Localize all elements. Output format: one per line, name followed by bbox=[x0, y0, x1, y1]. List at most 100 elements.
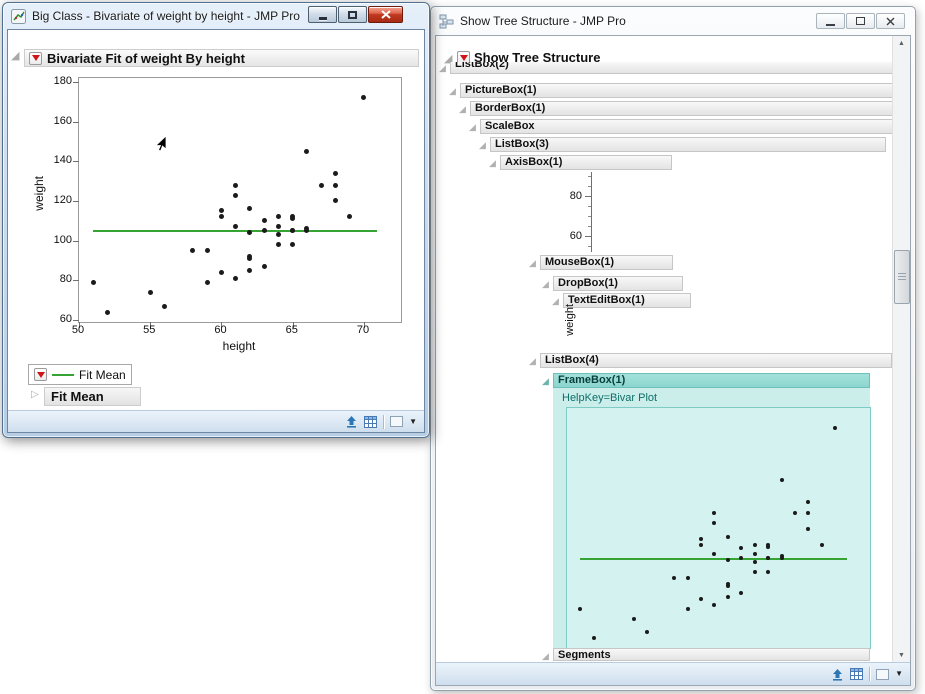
data-point[interactable] bbox=[712, 511, 717, 516]
data-point[interactable] bbox=[104, 309, 110, 315]
data-point[interactable] bbox=[261, 263, 267, 269]
data-point[interactable] bbox=[275, 232, 281, 238]
dropdown-icon[interactable]: ▼ bbox=[895, 669, 903, 678]
data-point[interactable] bbox=[261, 228, 267, 234]
vertical-scrollbar[interactable]: ▲ ▼ bbox=[892, 36, 910, 663]
minimize-button[interactable] bbox=[308, 6, 337, 23]
data-table-icon[interactable] bbox=[364, 415, 378, 428]
data-point[interactable] bbox=[685, 575, 690, 580]
disclosure-open-icon[interactable]: ◢ bbox=[489, 158, 496, 168]
data-point[interactable] bbox=[779, 478, 784, 483]
data-point[interactable] bbox=[190, 248, 196, 254]
data-point[interactable] bbox=[218, 214, 224, 220]
window-list-icon[interactable] bbox=[390, 416, 404, 427]
data-point[interactable] bbox=[712, 552, 717, 557]
data-point[interactable] bbox=[806, 499, 811, 504]
data-point[interactable] bbox=[752, 552, 757, 557]
scroll-up-icon[interactable]: ▲ bbox=[898, 40, 905, 47]
disclosure-open-icon[interactable]: ◢ bbox=[444, 53, 453, 65]
data-point[interactable] bbox=[699, 536, 704, 541]
data-point[interactable] bbox=[578, 606, 583, 611]
data-point[interactable] bbox=[725, 534, 730, 539]
data-point[interactable] bbox=[672, 575, 677, 580]
data-point[interactable] bbox=[290, 228, 296, 234]
disclosure-open-icon[interactable]: ◢ bbox=[479, 140, 486, 150]
recall-up-icon[interactable] bbox=[831, 668, 844, 681]
data-point[interactable] bbox=[218, 208, 224, 214]
data-point[interactable] bbox=[147, 289, 153, 295]
data-point[interactable] bbox=[699, 542, 704, 547]
data-point[interactable] bbox=[233, 224, 239, 230]
data-point[interactable] bbox=[332, 170, 338, 176]
data-point[interactable] bbox=[699, 597, 704, 602]
tree-node-axisbox-1[interactable]: AxisBox(1) bbox=[500, 155, 672, 170]
data-point[interactable] bbox=[752, 542, 757, 547]
maximize-button[interactable] bbox=[338, 6, 367, 23]
data-point[interactable] bbox=[739, 546, 744, 551]
disclosure-open-icon[interactable]: ◢ bbox=[449, 86, 456, 96]
data-point[interactable] bbox=[739, 591, 744, 596]
tree-node-picturebox-1[interactable]: PictureBox(1) bbox=[460, 83, 894, 98]
disclosure-open-icon[interactable]: ◢ bbox=[542, 279, 549, 289]
tree-node-listbox-3[interactable]: ListBox(3) bbox=[490, 137, 886, 152]
tree-node-segments[interactable]: Segments bbox=[553, 648, 870, 661]
legend-red-triangle-menu-icon[interactable] bbox=[34, 368, 47, 381]
minimize-button[interactable] bbox=[816, 13, 845, 29]
data-point[interactable] bbox=[752, 560, 757, 565]
scatter-plot[interactable] bbox=[73, 77, 402, 328]
data-point[interactable] bbox=[725, 581, 730, 586]
data-point[interactable] bbox=[247, 254, 253, 260]
data-point[interactable] bbox=[792, 511, 797, 516]
data-point[interactable] bbox=[739, 556, 744, 561]
data-point[interactable] bbox=[233, 182, 239, 188]
tree-node-listbox-4[interactable]: ListBox(4) bbox=[540, 353, 892, 368]
window-list-icon[interactable] bbox=[876, 668, 890, 680]
recall-up-icon[interactable] bbox=[345, 415, 358, 428]
disclosure-open-icon[interactable]: ◢ bbox=[459, 104, 466, 114]
data-point[interactable] bbox=[833, 425, 838, 430]
data-point[interactable] bbox=[90, 279, 96, 285]
data-point[interactable] bbox=[233, 192, 239, 198]
data-point[interactable] bbox=[685, 606, 690, 611]
data-point[interactable] bbox=[819, 542, 824, 547]
framebox-scatter-plot[interactable] bbox=[566, 407, 871, 649]
data-point[interactable] bbox=[161, 303, 167, 309]
data-point[interactable] bbox=[304, 148, 310, 154]
titlebar-bivariate[interactable]: Big Class - Bivariate of weight by heigh… bbox=[3, 3, 429, 29]
data-point[interactable] bbox=[712, 603, 717, 608]
data-point[interactable] bbox=[204, 248, 210, 254]
disclosure-closed-icon[interactable]: ▷ bbox=[31, 389, 39, 400]
fit-mean-line[interactable] bbox=[93, 230, 377, 233]
disclosure-open-icon[interactable]: ◢ bbox=[529, 258, 536, 268]
data-point[interactable] bbox=[725, 595, 730, 600]
fit-mean-line[interactable] bbox=[580, 557, 848, 560]
data-point[interactable] bbox=[290, 214, 296, 220]
disclosure-open-icon[interactable]: ◢ bbox=[469, 122, 476, 132]
scrollbar-thumb[interactable] bbox=[894, 250, 910, 304]
data-point[interactable] bbox=[347, 214, 353, 220]
data-point[interactable] bbox=[261, 218, 267, 224]
red-triangle-menu-icon[interactable] bbox=[29, 51, 42, 65]
tree-node-scalebox[interactable]: ScaleBox bbox=[480, 119, 894, 134]
disclosure-open-icon[interactable]: ◢ bbox=[542, 376, 549, 386]
tree-node-listbox-2[interactable]: ListBox(2) bbox=[450, 62, 895, 74]
data-point[interactable] bbox=[766, 569, 771, 574]
data-point[interactable] bbox=[247, 230, 253, 236]
data-point[interactable] bbox=[332, 182, 338, 188]
outline-header-fit-mean[interactable]: Fit Mean bbox=[44, 387, 141, 406]
data-point[interactable] bbox=[247, 267, 253, 273]
data-point[interactable] bbox=[275, 242, 281, 248]
outline-header-bivariate[interactable]: Bivariate Fit of weight By height bbox=[24, 49, 419, 67]
data-point[interactable] bbox=[304, 226, 310, 232]
tree-node-texteditbox-1[interactable]: TextEditBox(1) bbox=[563, 293, 691, 308]
tree-node-framebox-1[interactable]: FrameBox(1) bbox=[553, 373, 870, 388]
data-point[interactable] bbox=[247, 206, 253, 212]
data-point[interactable] bbox=[290, 242, 296, 248]
data-point[interactable] bbox=[779, 554, 784, 559]
disclosure-open-icon[interactable]: ◢ bbox=[542, 651, 549, 661]
data-point[interactable] bbox=[204, 279, 210, 285]
data-point[interactable] bbox=[712, 521, 717, 526]
data-point[interactable] bbox=[806, 511, 811, 516]
data-point[interactable] bbox=[361, 95, 367, 101]
data-point[interactable] bbox=[591, 636, 596, 641]
